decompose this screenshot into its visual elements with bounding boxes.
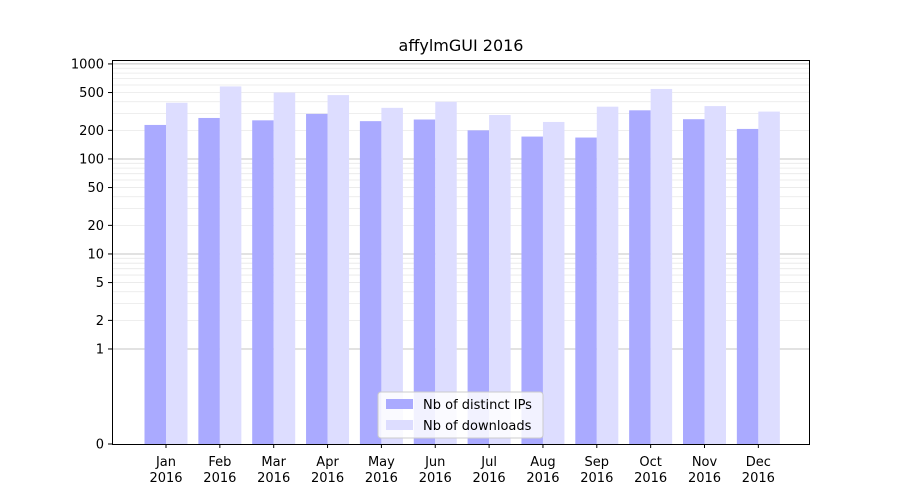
plot-frame [112, 60, 810, 445]
legend-label: Nb of distinct IPs [423, 398, 532, 413]
x-tick-label-month: May [368, 455, 395, 470]
y-axis: 0 1 2 5 10 20 50 100 200 500 1000 [71, 57, 112, 453]
legend: Nb of distinct IPs Nb of downloads [377, 391, 544, 439]
x-tick-label-year: 2016 [365, 471, 398, 486]
x-tick-label-year: 2016 [149, 471, 182, 486]
bar-distinct-ips [521, 136, 543, 444]
bar-distinct-ips [629, 110, 651, 444]
x-tick-label-year: 2016 [311, 471, 344, 486]
chart-title: affylmGUI 2016 [399, 36, 524, 55]
x-tick-label-year: 2016 [526, 471, 559, 486]
legend-box [377, 391, 544, 439]
bar-distinct-ips [144, 124, 166, 444]
x-tick-label-month: Dec [746, 455, 771, 470]
bar-distinct-ips [252, 120, 274, 444]
legend-label: Nb of downloads [423, 419, 532, 434]
y-tick-label: 100 [79, 152, 104, 167]
x-tick-label-year: 2016 [742, 471, 775, 486]
legend-swatch [386, 420, 413, 430]
y-tick-label: 0 [96, 438, 104, 453]
x-tick-label-month: Apr [316, 455, 339, 470]
x-tick-label-month: Nov [692, 455, 718, 470]
bar-downloads [166, 102, 188, 445]
x-tick-label-month: Sep [585, 455, 610, 470]
bar-distinct-ips [359, 121, 382, 444]
y-tick-label: 200 [79, 124, 104, 139]
x-tick-label-year: 2016 [580, 471, 613, 486]
bar-distinct-ips [683, 119, 705, 445]
y-tick-label: 500 [79, 86, 104, 101]
bar-downloads [758, 111, 780, 444]
y-tick-label: 20 [87, 219, 104, 234]
x-tick-label-year: 2016 [203, 471, 236, 486]
x-tick-label-month: Jun [424, 455, 445, 470]
bar-distinct-ips [467, 130, 490, 444]
x-axis: Jan2016Feb2016Mar2016Apr2016May2016Jun20… [149, 444, 775, 486]
y-tick-label: 10 [87, 247, 104, 262]
bar-downloads [596, 106, 619, 445]
legend-swatch [386, 399, 413, 409]
bar-downloads [489, 115, 511, 444]
x-tick-label-month: Jul [480, 455, 497, 470]
x-tick-label-month: Jan [155, 455, 176, 470]
x-tick-label-year: 2016 [257, 471, 290, 486]
bar-downloads [650, 88, 673, 445]
bar-downloads [219, 86, 242, 444]
x-tick-label-year: 2016 [688, 471, 721, 486]
y-tick-label: 1 [96, 342, 104, 357]
bars [144, 86, 780, 445]
x-tick-label-year: 2016 [473, 471, 506, 486]
bar-distinct-ips [413, 119, 436, 445]
bar-distinct-ips [198, 117, 220, 445]
bar-distinct-ips [736, 128, 759, 444]
y-tick-label: 5 [96, 276, 104, 291]
x-tick-label-month: Aug [530, 455, 555, 470]
x-tick-label-year: 2016 [419, 471, 452, 486]
x-tick-label-year: 2016 [634, 471, 667, 486]
bar-downloads [542, 121, 565, 445]
bar-distinct-ips [306, 113, 328, 444]
bar-downloads [435, 101, 457, 445]
y-tick-label: 2 [96, 314, 104, 329]
bar-downloads [381, 107, 403, 444]
y-tick-label: 1000 [71, 57, 104, 72]
bar-downloads [273, 92, 296, 444]
bar-downloads [704, 106, 726, 445]
bar-downloads [327, 95, 350, 444]
x-tick-label-month: Oct [639, 455, 661, 470]
x-tick-label-month: Feb [208, 455, 231, 470]
x-tick-label-month: Mar [261, 455, 286, 470]
y-tick-label: 50 [87, 181, 104, 196]
bar-distinct-ips [575, 137, 597, 444]
